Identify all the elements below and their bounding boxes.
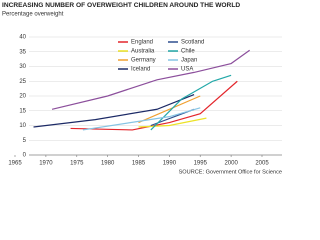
x-tick-label: 1965 [8, 161, 22, 167]
y-tick-label: 0 [23, 153, 27, 159]
series-line [150, 74, 232, 131]
y-tick-label: 15 [19, 108, 26, 114]
x-tick-label: 1980 [101, 161, 115, 167]
y-tick-label: 40 [19, 35, 26, 41]
legend-label: Australia [131, 49, 155, 55]
y-tick-label: 30 [19, 64, 26, 70]
series-line [138, 117, 207, 128]
chart: INCREASING NUMBER OF OVERWEIGHT CHILDREN… [2, 2, 282, 175]
x-tick-label: 1975 [70, 161, 84, 167]
legend-label: USA [181, 67, 193, 73]
legend-label: Iceland [131, 67, 150, 73]
x-tick-label: 2005 [255, 161, 269, 167]
legend-label: Germany [131, 58, 156, 64]
x-tick-label: 1970 [39, 161, 53, 167]
y-tick-label: 20 [19, 94, 26, 100]
chart-title: INCREASING NUMBER OF OVERWEIGHT CHILDREN… [2, 2, 240, 9]
y-tick-label: 10 [19, 123, 26, 129]
x-tick-label: 1990 [163, 161, 177, 167]
legend-label: England [131, 40, 153, 46]
x-tick-label: 2000 [224, 161, 238, 167]
y-tick-label: 35 [19, 49, 26, 55]
legend-label: Scotland [181, 40, 204, 46]
source: SOURCE: Government Office for Science [179, 169, 282, 175]
y-tick-label: 5 [23, 138, 27, 144]
series-line [82, 107, 201, 131]
x-tick-label: 1985 [132, 161, 146, 167]
series-line [138, 95, 201, 124]
y-tick-label: 25 [19, 79, 26, 85]
series-line [33, 93, 195, 128]
series-line [70, 80, 238, 131]
legend-label: Chile [181, 49, 195, 55]
legend-label: Japan [181, 58, 197, 64]
x-tick-label: 1995 [194, 161, 208, 167]
chart-subtitle: Percentage overweight [2, 12, 64, 18]
series-line [51, 49, 250, 110]
